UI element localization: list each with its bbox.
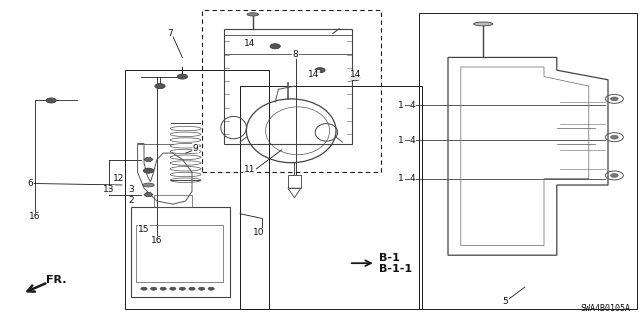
Text: 7: 7 xyxy=(167,29,172,38)
Circle shape xyxy=(179,287,186,290)
Circle shape xyxy=(141,287,147,290)
Text: 2: 2 xyxy=(129,197,134,205)
Circle shape xyxy=(315,68,325,73)
Circle shape xyxy=(177,74,188,79)
Polygon shape xyxy=(144,158,153,161)
Bar xyxy=(131,207,230,297)
Text: 1: 1 xyxy=(399,101,404,110)
Text: 4: 4 xyxy=(410,101,415,110)
Bar xyxy=(125,70,269,309)
Text: 14: 14 xyxy=(244,39,255,48)
Text: 1: 1 xyxy=(399,136,404,145)
Bar xyxy=(224,29,352,144)
Text: 9: 9 xyxy=(193,144,198,153)
Text: B-1
B-1-1: B-1 B-1-1 xyxy=(379,253,412,274)
Ellipse shape xyxy=(474,22,493,26)
Text: 14: 14 xyxy=(308,70,319,79)
Circle shape xyxy=(189,287,195,290)
Text: 8: 8 xyxy=(293,50,298,59)
Bar xyxy=(240,86,422,309)
Circle shape xyxy=(208,287,214,290)
Circle shape xyxy=(150,287,157,290)
Text: 11: 11 xyxy=(244,165,255,174)
Circle shape xyxy=(46,98,56,103)
Text: 12: 12 xyxy=(113,174,124,183)
Circle shape xyxy=(270,44,280,49)
Ellipse shape xyxy=(143,183,154,187)
Text: 13: 13 xyxy=(103,185,115,194)
Bar xyxy=(419,13,637,309)
Circle shape xyxy=(143,168,154,173)
Circle shape xyxy=(198,287,205,290)
Bar xyxy=(202,10,381,172)
Circle shape xyxy=(160,287,166,290)
Text: 1: 1 xyxy=(399,174,404,183)
Bar xyxy=(288,175,301,188)
Circle shape xyxy=(170,287,176,290)
Text: 4: 4 xyxy=(410,174,415,183)
Bar xyxy=(154,195,192,207)
Text: 14: 14 xyxy=(349,70,361,79)
Text: FR.: FR. xyxy=(46,275,67,285)
Ellipse shape xyxy=(247,13,259,16)
Text: 10: 10 xyxy=(253,228,265,237)
Bar xyxy=(136,225,223,282)
Text: 16: 16 xyxy=(151,236,163,245)
Polygon shape xyxy=(144,193,153,197)
Circle shape xyxy=(611,174,618,177)
Text: SWA4B0105A: SWA4B0105A xyxy=(580,304,630,313)
Text: 15: 15 xyxy=(138,225,150,234)
Circle shape xyxy=(350,76,360,81)
Circle shape xyxy=(155,84,165,89)
Text: 4: 4 xyxy=(410,136,415,145)
Circle shape xyxy=(611,135,618,139)
Circle shape xyxy=(611,97,618,101)
Text: 6: 6 xyxy=(28,179,33,188)
Text: 16: 16 xyxy=(29,212,41,221)
Text: 5: 5 xyxy=(503,297,508,306)
Text: 3: 3 xyxy=(129,185,134,194)
